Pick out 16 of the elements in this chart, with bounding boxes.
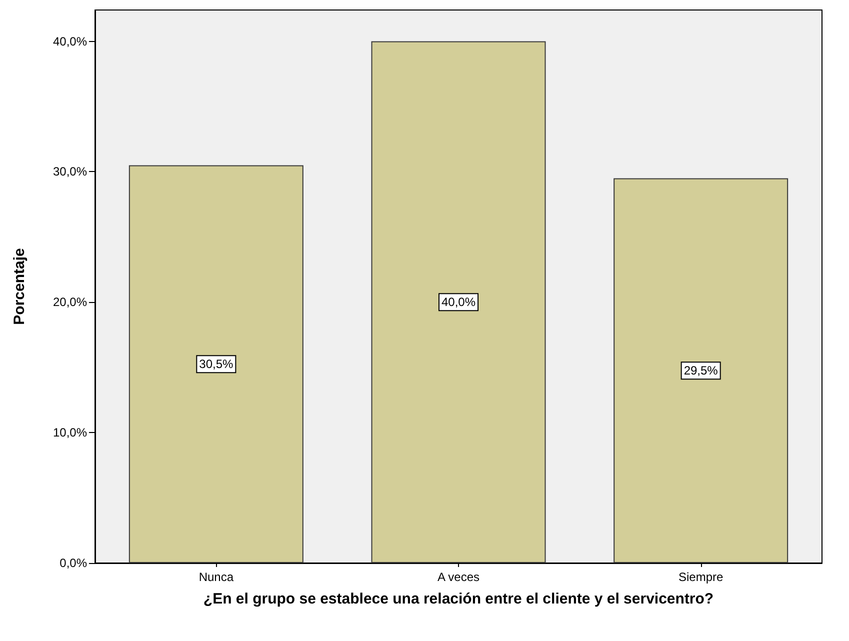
y-tick-label: 10,0% [52, 426, 88, 440]
x-tick-label: Siempre [678, 570, 724, 584]
data-label: 29,5% [684, 364, 718, 378]
y-tick-label: 20,0% [52, 295, 88, 310]
y-tick-label: 30,0% [52, 164, 88, 179]
bar [371, 41, 546, 563]
bar [614, 178, 788, 563]
y-axis-title: Porcentaje [11, 248, 28, 325]
x-tick-label: Nunca [198, 570, 234, 584]
bar [128, 165, 304, 563]
x-axis-title: ¿En el grupo se establece una relación entre el cliente y el servicentro? [203, 590, 714, 608]
x-tick-label: A veces [437, 570, 480, 584]
data-label: 30,5% [199, 357, 234, 372]
y-tick-label: 0,0% [60, 556, 88, 570]
data-label: 40,0% [441, 295, 476, 310]
y-tick-label: 40,0% [52, 34, 88, 48]
